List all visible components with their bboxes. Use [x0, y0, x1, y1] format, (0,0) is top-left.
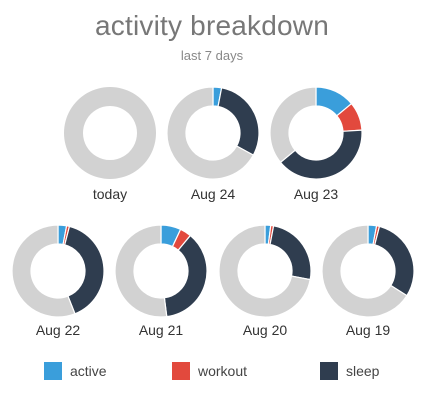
donut-aug-22 [11, 224, 105, 318]
day-label: today [92, 186, 128, 202]
slice-sleep [269, 225, 312, 281]
day-label: Aug 23 [293, 186, 339, 202]
donut-aug-19 [321, 224, 415, 318]
slice-remaining [114, 224, 168, 318]
day-label: Aug 20 [242, 322, 288, 338]
legend-label-sleep: sleep [346, 363, 380, 379]
slice-remaining [269, 86, 317, 164]
slice-remaining [218, 224, 311, 318]
day-label: Aug 19 [345, 322, 391, 338]
slice-remaining [11, 224, 76, 318]
slice-remaining [166, 86, 255, 180]
slice-sleep [163, 234, 208, 318]
legend-label-workout: workout [198, 363, 248, 379]
donut-aug-20 [218, 224, 312, 318]
donut-today [63, 87, 156, 179]
slice-sleep [217, 87, 260, 156]
day-label: Aug 24 [190, 186, 236, 202]
slice-sleep [63, 225, 105, 315]
day-label: Aug 21 [138, 322, 184, 338]
legend-swatch-active [44, 362, 62, 380]
slice-remaining [63, 87, 156, 179]
slice-sleep [279, 129, 363, 180]
legend-label-active: active [70, 363, 107, 379]
donut-aug-24 [166, 86, 260, 180]
donut-aug-21 [114, 224, 208, 318]
slice-sleep [373, 225, 415, 297]
donut-aug-23 [269, 86, 363, 180]
page-title: activity breakdown [95, 10, 329, 41]
day-label: Aug 22 [35, 322, 81, 338]
legend-swatch-workout [172, 362, 190, 380]
page-subtitle: last 7 days [180, 48, 244, 63]
legend-swatch-sleep [320, 362, 338, 380]
slice-remaining [321, 224, 408, 318]
